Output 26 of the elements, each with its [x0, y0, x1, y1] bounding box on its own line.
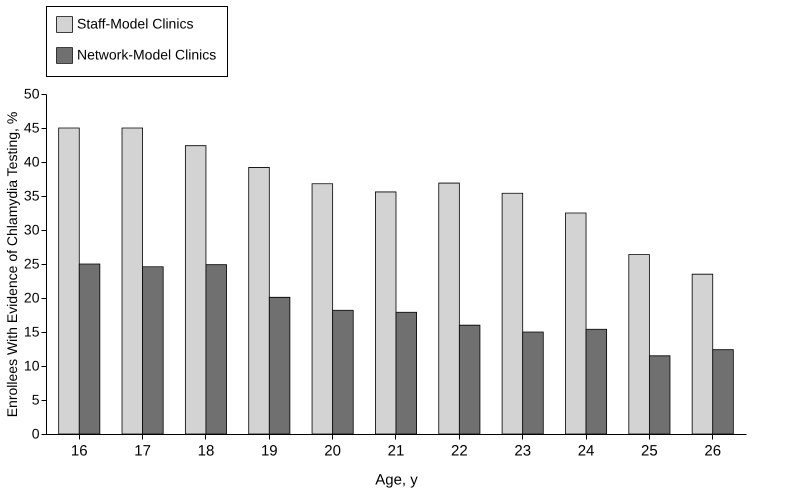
y-tick-label: 35	[24, 188, 40, 204]
y-tick-label: 0	[32, 426, 40, 442]
x-tick-label: 22	[451, 442, 468, 460]
x-tick-label: 20	[324, 442, 341, 460]
legend-label: Staff-Model Clinics	[77, 16, 194, 32]
x-tick-label: 25	[641, 442, 658, 460]
y-tick-label: 15	[24, 324, 40, 340]
x-axis-title: Age, y	[375, 472, 418, 488]
x-tick-label: 21	[388, 442, 404, 460]
x-tick-label: 16	[70, 442, 88, 460]
y-tick-label: 40	[24, 154, 40, 170]
y-tick-label: 25	[24, 256, 40, 272]
y-tick-label: 30	[24, 222, 40, 238]
y-tick-label: 50	[24, 86, 40, 102]
y-tick-label: 10	[24, 358, 40, 374]
y-tick-label: 45	[24, 120, 40, 136]
y-tick-label: 5	[32, 392, 40, 408]
y-axis-title: Enrollees With Evidence of Chlamydia Testing, %	[4, 112, 20, 418]
x-tick-label: 26	[704, 442, 722, 460]
x-tick-label: 18	[198, 442, 214, 460]
x-tick-label: 17	[134, 442, 151, 460]
x-tick-label: 23	[514, 442, 532, 460]
legend-label: Network-Model Clinics	[77, 46, 216, 62]
x-tick-label: 24	[578, 442, 594, 460]
x-tick-label: 19	[260, 442, 278, 460]
y-tick-label: 20	[24, 290, 40, 306]
